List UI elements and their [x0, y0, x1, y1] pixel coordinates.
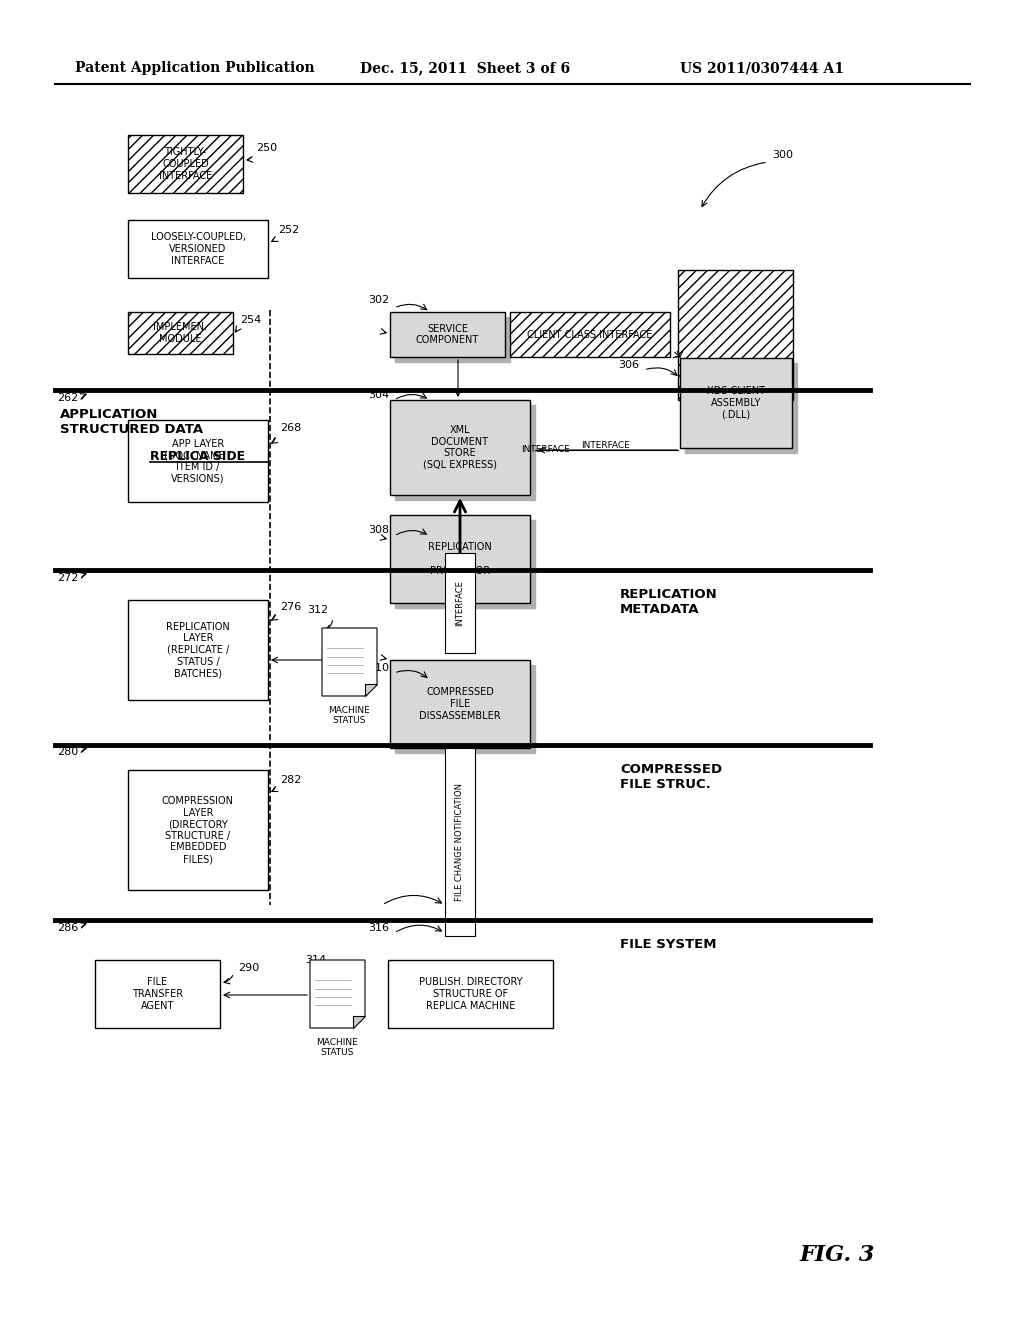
Text: Dec. 15, 2011  Sheet 3 of 6: Dec. 15, 2011 Sheet 3 of 6	[360, 61, 570, 75]
Bar	[395, 520, 535, 609]
Bar	[678, 271, 793, 400]
Bar	[390, 515, 530, 603]
Bar	[95, 960, 220, 1028]
Text: MACHINE
STATUS: MACHINE STATUS	[316, 1038, 357, 1057]
Bar	[128, 420, 268, 502]
Text: XDS CLIENT
ASSEMBLY
(.DLL): XDS CLIENT ASSEMBLY (.DLL)	[707, 387, 765, 420]
Text: 272: 272	[57, 573, 79, 583]
Text: MACHINE
STATUS: MACHINE STATUS	[328, 706, 370, 726]
Text: APPLICATION
STRUCTURED DATA: APPLICATION STRUCTURED DATA	[60, 408, 203, 436]
Bar	[680, 358, 792, 447]
Text: INTERFACE: INTERFACE	[520, 446, 569, 454]
Text: 300: 300	[772, 150, 793, 160]
Text: US 2011/0307444 A1: US 2011/0307444 A1	[680, 61, 844, 75]
Text: 290: 290	[238, 964, 259, 973]
Bar	[390, 400, 530, 495]
Text: 268: 268	[280, 422, 301, 433]
Text: INTERFACE: INTERFACE	[582, 441, 631, 450]
Text: FILE SYSTEM: FILE SYSTEM	[620, 939, 717, 950]
Text: 304: 304	[368, 389, 389, 400]
Text: COMPRESSED
FILE
DISSASSEMBLER: COMPRESSED FILE DISSASSEMBLER	[419, 688, 501, 721]
Polygon shape	[310, 960, 365, 1028]
Text: 262: 262	[57, 393, 78, 403]
Text: REPLICATION
BATCH
PROCESSOR: REPLICATION BATCH PROCESSOR	[428, 543, 492, 576]
Bar	[128, 220, 268, 279]
Text: LOOSELY-COUPLED,
VERSIONED
INTERFACE: LOOSELY-COUPLED, VERSIONED INTERFACE	[151, 232, 246, 265]
Text: 308: 308	[368, 525, 389, 535]
Text: 252: 252	[278, 224, 299, 235]
Text: 314: 314	[305, 954, 326, 965]
Bar	[390, 660, 530, 748]
Bar	[445, 748, 475, 936]
Polygon shape	[353, 1016, 365, 1028]
Text: PUBLISH. DIRECTORY
STRUCTURE OF
REPLICA MACHINE: PUBLISH. DIRECTORY STRUCTURE OF REPLICA …	[419, 977, 522, 1011]
Bar	[685, 363, 797, 453]
Text: SERVICE
COMPONENT: SERVICE COMPONENT	[416, 323, 479, 346]
Bar	[128, 601, 268, 700]
Text: INTERFACE: INTERFACE	[456, 579, 465, 626]
Polygon shape	[322, 628, 377, 696]
Bar	[128, 770, 268, 890]
Bar	[388, 960, 553, 1028]
Bar	[390, 312, 505, 356]
Text: 254: 254	[240, 315, 261, 325]
Text: 302: 302	[368, 294, 389, 305]
Bar	[128, 312, 233, 354]
Bar	[128, 135, 243, 193]
Text: FIG. 3: FIG. 3	[800, 1243, 876, 1266]
Text: COMPRESSION
LAYER
(DIRECTORY
STRUCTURE /
EMBEDDED
FILES): COMPRESSION LAYER (DIRECTORY STRUCTURE /…	[162, 796, 234, 865]
Text: REPLICATION
LAYER
(REPLICATE /
STATUS /
BATCHES): REPLICATION LAYER (REPLICATE / STATUS / …	[166, 622, 229, 678]
Text: APP LAYER
(DOC. NAME /
ITEM ID /
VERSIONS): APP LAYER (DOC. NAME / ITEM ID / VERSION…	[165, 438, 231, 483]
Bar	[395, 317, 510, 362]
Bar	[445, 553, 475, 653]
Bar	[395, 405, 535, 500]
Text: 306: 306	[618, 360, 639, 370]
Bar	[510, 312, 670, 356]
Bar	[395, 665, 535, 752]
Text: Patent Application Publication: Patent Application Publication	[75, 61, 314, 75]
Text: 250: 250	[256, 143, 278, 153]
Text: 316: 316	[368, 923, 389, 933]
Text: COMPRESSED
FILE STRUC.: COMPRESSED FILE STRUC.	[620, 763, 722, 791]
Text: CLIENT CLASS INTERFACE: CLIENT CLASS INTERFACE	[527, 330, 652, 339]
Text: 276: 276	[280, 602, 301, 612]
Text: 282: 282	[280, 775, 301, 785]
Text: IMPLEMEN.
MODULE: IMPLEMEN. MODULE	[154, 322, 208, 343]
Text: XML
DOCUMENT
STORE
(SQL EXPRESS): XML DOCUMENT STORE (SQL EXPRESS)	[423, 425, 497, 470]
Text: TIGHTLY-
COUPLED
INTERFACE: TIGHTLY- COUPLED INTERFACE	[159, 148, 212, 181]
Text: FILE
TRANSFER
AGENT: FILE TRANSFER AGENT	[132, 977, 183, 1011]
Text: 312: 312	[307, 605, 328, 615]
Polygon shape	[365, 684, 377, 696]
Text: 286: 286	[57, 923, 78, 933]
Text: 310: 310	[368, 663, 389, 673]
Text: REPLICA SIDE: REPLICA SIDE	[150, 450, 245, 462]
Text: 280: 280	[57, 747, 78, 756]
Text: REPLICATION
METADATA: REPLICATION METADATA	[620, 587, 718, 616]
Text: FILE CHANGE NOTIFICATION: FILE CHANGE NOTIFICATION	[456, 783, 465, 902]
